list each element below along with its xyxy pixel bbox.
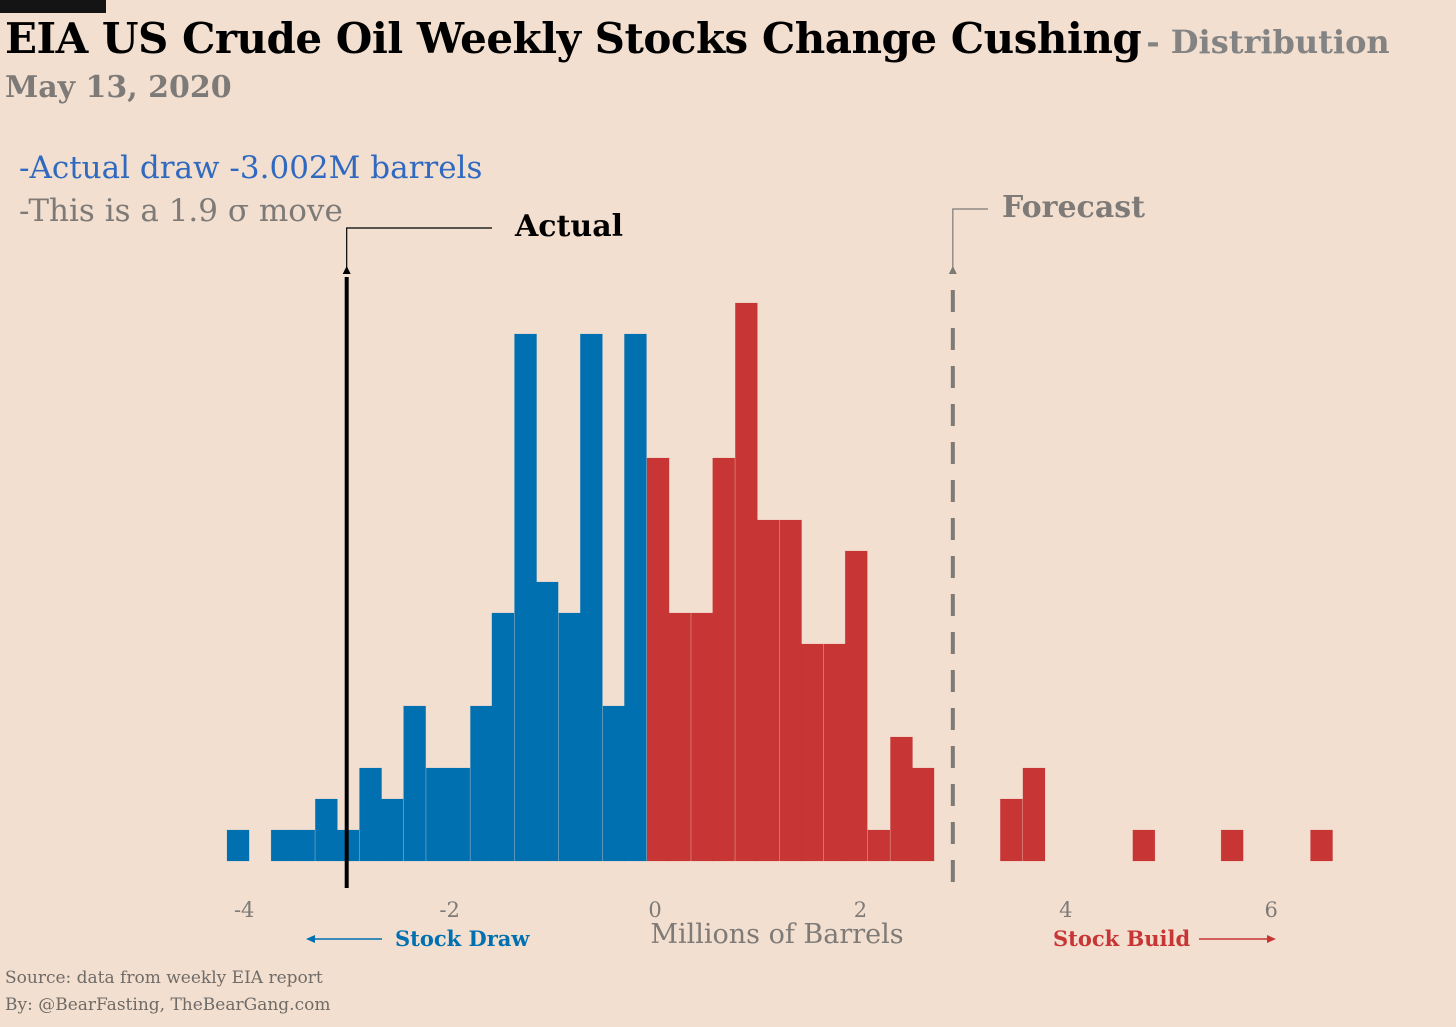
forecast-label: Forecast — [1002, 190, 1145, 225]
histogram-bar-8 — [425, 767, 449, 862]
actual-draw-note: -Actual draw -3.002M barrels — [19, 150, 483, 186]
histogram-bar-19 — [668, 612, 691, 862]
forecast-callout-arrow — [948, 208, 988, 274]
corner-bar — [0, 0, 106, 13]
histogram-bar-16 — [602, 705, 626, 862]
histogram-bar-2 — [292, 829, 316, 862]
histogram-bar-31 — [999, 798, 1023, 862]
histogram-bar-22 — [734, 302, 758, 862]
histogram-bar-0 — [226, 829, 250, 862]
source-note: Source: data from weekly EIA report — [5, 968, 323, 988]
histogram-bar-30 — [911, 767, 935, 862]
histogram-bar-7 — [403, 705, 427, 862]
histogram-bar-34 — [1220, 829, 1244, 862]
histogram-bar-18 — [646, 457, 670, 862]
x-tick-label: 4 — [1059, 898, 1072, 922]
x-axis-label: Millions of Barrels — [650, 919, 903, 950]
histogram-bar-12 — [514, 333, 537, 862]
histogram-bar-13 — [535, 581, 559, 862]
stock-draw-label: Stock Draw — [395, 926, 530, 951]
histogram-bar-28 — [867, 829, 891, 862]
histogram-bar-20 — [690, 612, 714, 862]
histogram-bar-35 — [1310, 829, 1333, 862]
histogram-bar-9 — [447, 767, 471, 862]
histogram-bar-23 — [756, 519, 780, 862]
histogram-bar-17 — [624, 333, 647, 862]
x-tick-label: -2 — [439, 898, 459, 922]
histogram-bar-27 — [844, 550, 868, 862]
sigma-note: -This is a 1.9 σ move — [19, 193, 343, 229]
x-tick-label: 6 — [1265, 898, 1278, 922]
histogram-bar-32 — [1022, 767, 1046, 862]
histogram-bar-29 — [890, 736, 913, 862]
histogram-bar-14 — [558, 612, 582, 862]
histogram-bar-6 — [380, 798, 404, 862]
stock-build-label: Stock Build — [1053, 926, 1190, 951]
histogram-bar-10 — [470, 705, 493, 862]
chart-title: EIA US Crude Oil Weekly Stocks Change Cu… — [5, 14, 1142, 63]
histogram-bar-33 — [1132, 829, 1156, 862]
histogram-bar-15 — [579, 333, 603, 862]
histogram-bar-26 — [823, 643, 847, 862]
histogram-bar-11 — [491, 612, 515, 862]
x-tick-label: 2 — [854, 898, 867, 922]
actual-callout-arrow — [342, 227, 492, 274]
byline-note: By: @BearFasting, TheBearGang.com — [5, 995, 331, 1015]
histogram-bar-5 — [359, 767, 382, 862]
x-tick-label: -4 — [234, 898, 254, 922]
x-tick-label: 0 — [648, 898, 661, 922]
title-line: EIA US Crude Oil Weekly Stocks Change Cu… — [5, 14, 1390, 63]
histogram-bar-24 — [779, 519, 802, 862]
histogram-bar-3 — [314, 798, 338, 862]
chart-subtitle: - Distribution — [1146, 23, 1390, 61]
actual-label: Actual — [514, 209, 623, 244]
histogram-bar-1 — [270, 829, 294, 862]
histogram-bar-25 — [800, 643, 824, 862]
histogram-bar-21 — [712, 457, 736, 862]
report-date: May 13, 2020 — [5, 70, 232, 105]
